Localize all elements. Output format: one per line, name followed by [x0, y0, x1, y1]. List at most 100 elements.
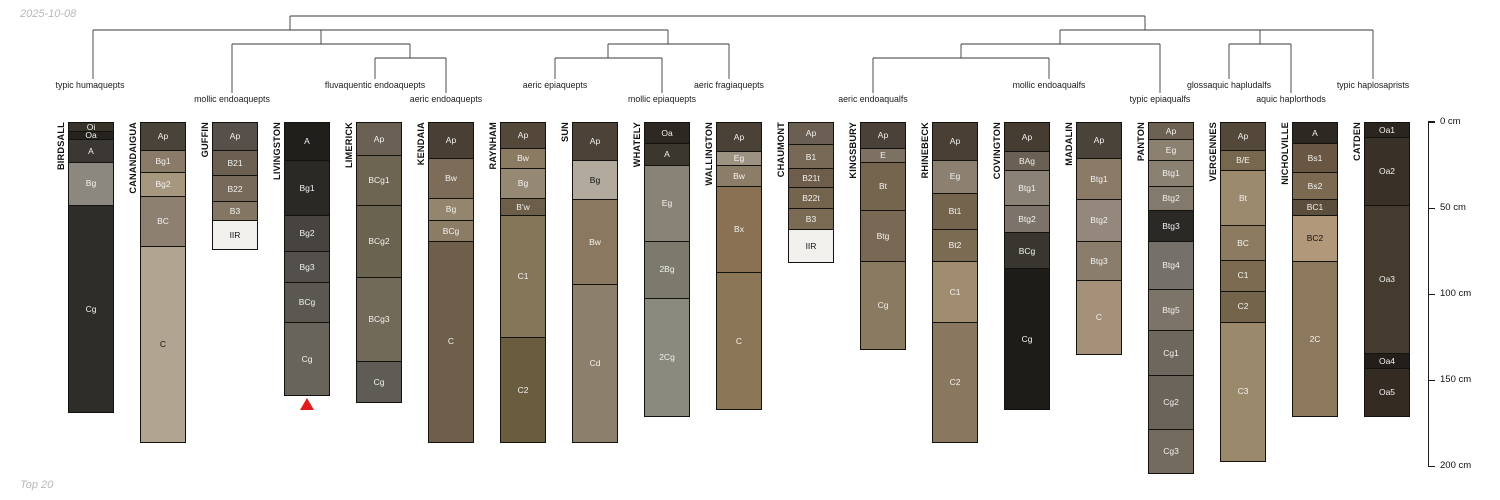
horizon-VERGENNES-C2: C2 [1221, 291, 1265, 323]
series-name-PANTON: PANTON [1136, 122, 1146, 162]
horizon-VERGENNES-C3: C3 [1221, 322, 1265, 461]
horizon-COVINGTON-Btg1: Btg1 [1005, 171, 1049, 206]
horizon-RAYNHAM-C1: C1 [501, 215, 545, 339]
horizon-LIVINGSTON-BCg: BCg [285, 283, 329, 323]
horizon-PANTON-Btg5: Btg5 [1149, 290, 1193, 332]
horizon-LIVINGSTON-Bg1: Bg1 [285, 160, 329, 216]
horizon-RHINEBECK-C2: C2 [933, 322, 977, 442]
horizon-COVINGTON-Cg: Cg [1005, 269, 1049, 409]
horizon-WHATELY-2Cg: 2Cg [645, 298, 689, 416]
horizon-RAYNHAM-C2: C2 [501, 338, 545, 442]
horizon-KINGSBURY-Bt: Bt [861, 162, 905, 211]
horizon-CATDEN-Oa1: Oa1 [1365, 123, 1409, 139]
taxon-label-aeric-endoaquepts: aeric endoaquepts [409, 94, 483, 104]
horizon-LIVINGSTON-Cg: Cg [285, 322, 329, 396]
taxon-label-aeric-fragiaquepts: aeric fragiaquepts [694, 80, 764, 90]
horizon-RAYNHAM-Bw: Bw [501, 148, 545, 170]
horizon-WALLINGTON-Eg: Eg [717, 152, 761, 167]
taxon-label-mollic-endoaqualfs: mollic endoaqualfs [1012, 80, 1086, 90]
horizon-PANTON-Btg4: Btg4 [1149, 241, 1193, 291]
soil-column-BIRDSALL: Oi Oa A Bg Cg [68, 122, 114, 414]
soil-column-KENDAIA: Ap Bw Bg BCg C [428, 122, 474, 443]
horizon-PANTON-Btg1: Btg1 [1149, 160, 1193, 187]
series-name-VERGENNES: VERGENNES [1208, 122, 1218, 182]
soil-column-LIMERICK: Ap BCg1 BCg2 BCg3 Cg [356, 122, 402, 403]
horizon-CANANDAIGUA-C: C [141, 246, 185, 442]
depth-tick [1428, 465, 1435, 467]
horizon-PANTON-Btg3: Btg3 [1149, 210, 1193, 242]
horizon-CATDEN-Oa5: Oa5 [1365, 369, 1409, 416]
horizon-KINGSBURY-Cg: Cg [861, 262, 905, 349]
taxon-label-typic-humaquepts: typic humaquepts [55, 80, 125, 90]
horizon-CANANDAIGUA-Bg2: Bg2 [141, 172, 185, 198]
horizon-WHATELY-2Bg: 2Bg [645, 241, 689, 299]
horizon-VERGENNES-C1: C1 [1221, 260, 1265, 292]
series-name-WALLINGTON: WALLINGTON [704, 122, 714, 186]
taxon-label-mollic-epiaquepts: mollic epiaquepts [628, 94, 696, 104]
horizon-CHAUMONT-B22t: B22t [789, 188, 833, 210]
horizon-SUN-Bw: Bw [573, 200, 617, 285]
horizon-KINGSBURY-Ap: Ap [861, 123, 905, 149]
horizon-NICHOLVILLE-BC2: BC2 [1293, 215, 1337, 263]
soil-column-SUN: Ap Bg Bw Cd [572, 122, 618, 443]
soil-column-RHINEBECK: Ap Eg Bt1 Bt2 C1 C2 [932, 122, 978, 443]
horizon-WALLINGTON-Bx: Bx [717, 186, 761, 273]
series-name-NICHOLVILLE: NICHOLVILLE [1280, 122, 1290, 185]
soil-column-WALLINGTON: Ap Eg Bw Bx C [716, 122, 762, 410]
horizon-CHAUMONT-B1: B1 [789, 145, 833, 170]
horizon-MADALIN-Btg1: Btg1 [1077, 159, 1121, 201]
soil-column-COVINGTON: Ap BAg Btg1 Btg2 BCg Cg [1004, 122, 1050, 410]
horizon-MADALIN-Btg3: Btg3 [1077, 241, 1121, 282]
horizon-GUFFIN-B21: B21 [213, 150, 257, 177]
soil-column-NICHOLVILLE: A Bs1 Bs2 BC1 BC2 2C [1292, 122, 1338, 417]
soil-column-KINGSBURY: Ap E Bt Btg Cg [860, 122, 906, 350]
horizon-CATDEN-Oa4: Oa4 [1365, 353, 1409, 370]
horizon-MADALIN-Ap: Ap [1077, 123, 1121, 160]
horizon-WALLINGTON-Ap: Ap [717, 123, 761, 153]
series-name-KINGSBURY: KINGSBURY [848, 122, 858, 179]
series-name-RAYNHAM: RAYNHAM [488, 122, 498, 170]
horizon-KENDAIA-Bg: Bg [429, 198, 473, 222]
horizon-COVINGTON-BCg: BCg [1005, 233, 1049, 270]
horizon-PANTON-Cg3: Cg3 [1149, 429, 1193, 473]
horizon-LIMERICK-Ap: Ap [357, 123, 401, 156]
depth-tick [1428, 121, 1435, 123]
soil-column-VERGENNES: Ap B/E Bt BC C1 C2 C3 [1220, 122, 1266, 462]
horizon-LIMERICK-BCg3: BCg3 [357, 277, 401, 363]
horizon-CANANDAIGUA-Bg1: Bg1 [141, 150, 185, 173]
date-label: 2025-10-08 [20, 8, 77, 20]
horizon-WALLINGTON-Bw: Bw [717, 166, 761, 187]
horizon-RAYNHAM-B-w: B'w [501, 198, 545, 216]
taxon-label-glossaquic-hapludalfs: glossaquic hapludalfs [1186, 80, 1272, 90]
depth-tick-label: 50 cm [1440, 202, 1466, 214]
horizon-VERGENNES-Ap: Ap [1221, 123, 1265, 151]
horizon-GUFFIN-Ap: Ap [213, 123, 257, 151]
series-name-BIRDSALL: BIRDSALL [56, 122, 66, 171]
taxon-label-mollic-endoaquepts: mollic endoaquepts [194, 94, 270, 104]
red-triangle-marker [300, 398, 314, 411]
horizon-VERGENNES-Bt: Bt [1221, 171, 1265, 227]
horizon-MADALIN-C: C [1077, 281, 1121, 354]
horizon-BIRDSALL-Oa: Oa [69, 131, 113, 141]
horizon-NICHOLVILLE-2C: 2C [1293, 262, 1337, 416]
depth-tick-label: 0 cm [1440, 116, 1461, 127]
horizon-GUFFIN-B3: B3 [213, 202, 257, 222]
taxon-label-fluvaquentic-endoaquepts: fluvaquentic endoaquepts [324, 80, 426, 90]
soil-column-GUFFIN: Ap B21 B22 B3 IIR [212, 122, 258, 250]
horizon-SUN-Cd: Cd [573, 284, 617, 442]
horizon-LIVINGSTON-Bg3: Bg3 [285, 252, 329, 284]
horizon-RHINEBECK-Eg: Eg [933, 160, 977, 194]
horizon-MADALIN-Btg2: Btg2 [1077, 200, 1121, 242]
series-name-KENDAIA: KENDAIA [416, 122, 426, 166]
horizon-PANTON-Eg: Eg [1149, 140, 1193, 161]
horizon-LIVINGSTON-Bg2: Bg2 [285, 215, 329, 253]
horizon-NICHOLVILLE-BC1: BC1 [1293, 200, 1337, 216]
depth-tick [1428, 207, 1435, 209]
horizon-RAYNHAM-Ap: Ap [501, 123, 545, 149]
horizon-RHINEBECK-Bt1: Bt1 [933, 193, 977, 230]
horizon-VERGENNES-B-E: B/E [1221, 150, 1265, 172]
horizon-KINGSBURY-E: E [861, 148, 905, 163]
horizon-KENDAIA-BCg: BCg [429, 221, 473, 242]
